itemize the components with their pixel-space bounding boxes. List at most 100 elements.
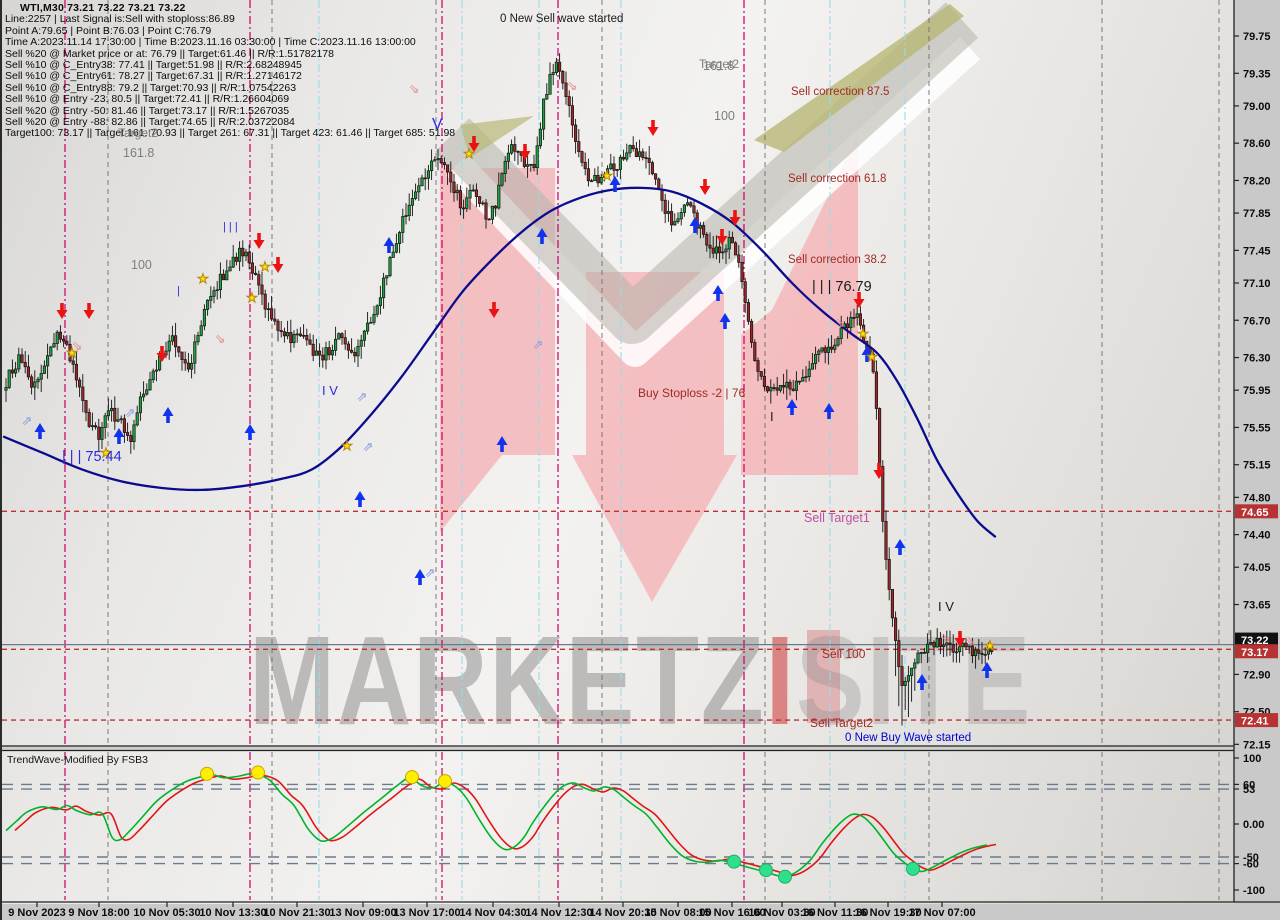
time-tick-label: 16 Nov 19:30 [854,907,921,919]
sell-arrow-icon [699,179,711,195]
time-tick-label: 9 Nov 2023 [8,907,65,919]
indicator-top-dot [438,774,452,789]
sell-arrow-icon [253,233,265,249]
star-icon: ★ [866,349,878,364]
buy-arrow-icon [244,424,256,440]
time-tick-label: 10 Nov 05:30 [133,907,200,919]
buy-arrow-icon [786,399,798,415]
chart-annotation: 0 New Buy Wave started [845,732,972,744]
sell-arrow-icon [468,136,480,152]
price-tick-label: 74.80 [1243,492,1271,504]
hollow-sell-arrow-icon: ⇘ [215,331,226,346]
buy-arrow-icon [536,228,548,244]
buy-arrow-icon [113,428,125,444]
price-tick-label: 74.05 [1243,562,1271,574]
time-tick-label: 14 Nov 12:30 [525,907,592,919]
price-tick-label: 79.00 [1243,101,1271,113]
indicator-tick-label: -60 [1243,859,1259,871]
chart-annotation: Sell correction 87.5 [791,86,890,98]
price-marker-value: 72.41 [1241,716,1269,728]
price-tick-label: 74.40 [1243,530,1271,542]
price-marker-box [1235,632,1278,647]
price-tick-label: 79.75 [1243,31,1271,43]
chart-annotation: 161.8 [123,146,155,160]
hollow-sell-arrow-icon: ⇘ [72,338,83,353]
star-icon: ★ [984,638,996,653]
price-tick-label: 77.45 [1243,245,1271,257]
indicator-tick-label: 0.00 [1243,819,1264,831]
sell-arrow-icon [873,463,885,479]
chart-annotation: Sell correction 38.2 [788,254,887,266]
sell-arrow-icon [954,631,966,647]
hollow-sell-arrow-icon: ⇘ [567,78,578,93]
price-tick-label: 73.65 [1243,600,1271,612]
signal-info-line: Sell %10 @ C_Entry61: 78.27 || Target:67… [5,70,302,83]
chart-annotation: 100 [714,109,735,123]
indicator-bottom-dot [778,869,792,884]
time-tick-label: 15 Nov 08:00 [644,907,711,919]
trendwave-indicator [5,765,997,884]
buy-arrow-icon [414,569,426,585]
signal-info-line: Point A:79.65 | Point B:76.03 | Point C:… [5,24,212,37]
chart-annotation: | | | 76.79 [812,279,872,295]
star-icon: ★ [463,146,475,161]
time-tick-label: 15 Nov 16:00 [698,907,765,919]
price-tick-label: 75.95 [1243,385,1271,397]
indicator-bottom-dot [727,854,741,869]
star-icon: ★ [857,326,869,341]
sell-arrow-icon [647,120,659,136]
symbol-info-panel: WTI,M30 73.21 73.22 73.21 73.22 Line:2257… [5,2,456,140]
indicator-tick-label: 100 [1243,753,1261,765]
star-icon: ★ [66,345,78,360]
chart-annotation: Sell Target1 [804,511,870,525]
price-tick-label: 72.15 [1243,739,1271,751]
chart-annotation: V [432,116,443,133]
sell-arrow-icon [488,302,500,318]
indicator-tick-label: -100 [1243,885,1265,897]
price-tick-label: 76.30 [1243,353,1271,365]
hollow-sell-arrow-icon: ⇘ [835,315,846,330]
sell-arrow-icon [716,229,728,245]
price-marker-box [1235,713,1278,728]
buy-arrow-icon [162,407,174,423]
price-tick-label: 78.20 [1243,175,1271,187]
time-tick-label: 16 Nov 03:30 [748,907,815,919]
hollow-buy-arrow-icon: ⇗ [363,439,374,454]
price-tick-label: 78.60 [1243,138,1271,150]
chart-annotation: | | | 75.44 [62,449,122,465]
price-marker-value: 74.65 [1241,507,1269,519]
chart-annotation: 161.8 [703,59,735,73]
signal-info-line: Sell %10 @ Entry -23: 80.5 || Target:72.… [5,93,290,106]
chart-annotation: Target2 [118,126,159,140]
sell-arrow-icon [853,292,865,308]
signal-info-line: Target100: 73.17 || Target 161: 70.93 ||… [5,127,456,140]
sell-arrow-icon [519,144,531,160]
hollow-buy-arrow-icon: ⇗ [22,413,33,428]
time-tick-label: 10 Nov 13:30 [199,907,266,919]
buy-arrow-icon [354,491,366,507]
price-axis[interactable]: 79.75 79.35 79.00 78.60 78.20 77.85 77.45 77.10… [1234,31,1278,751]
chart-annotation: Sell correction 61.8 [788,173,887,185]
signal-info-line: Line:2257 | Last Signal is:Sell with sto… [5,13,235,26]
chart-annotation: Sell Target2 [810,716,874,730]
star-icon: ★ [246,290,258,305]
chart-annotation: | | | [223,221,238,233]
hollow-buy-arrow-icon: ⇗ [425,565,436,580]
chart-annotation: 0 New Sell wave started [500,13,624,25]
time-tick-label: 13 Nov 09:00 [329,907,396,919]
chart-annotation: I V [938,599,954,614]
price-tick-label: 75.15 [1243,460,1271,472]
buy-arrow-icon [496,436,508,452]
star-icon: ★ [259,259,271,274]
buy-arrow-icon [719,313,731,329]
indicator-top-dot [405,770,419,785]
price-tick-label: 77.85 [1243,208,1271,220]
buy-arrow-icon [861,346,873,362]
watermark-marketz: MARKETZ [249,610,766,751]
price-tick-label: 76.70 [1243,315,1271,327]
